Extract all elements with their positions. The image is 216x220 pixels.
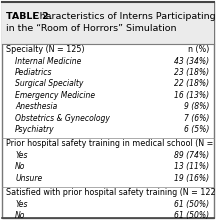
Text: No: No: [15, 211, 25, 220]
Text: No: No: [15, 162, 25, 171]
Text: Emergency Medicine: Emergency Medicine: [15, 91, 95, 100]
Text: Psychiatry: Psychiatry: [15, 125, 55, 134]
Text: 61 (50%): 61 (50%): [174, 211, 210, 220]
Text: Pediatrics: Pediatrics: [15, 68, 53, 77]
Text: 43 (34%): 43 (34%): [174, 57, 210, 66]
Text: 7 (6%): 7 (6%): [184, 114, 210, 123]
Text: Yes: Yes: [15, 200, 28, 209]
Bar: [2, 2, 214, 44]
Text: Satisfied with prior hospital safety training (N = 122): Satisfied with prior hospital safety tra…: [6, 188, 216, 197]
Text: TABLE 2.: TABLE 2.: [6, 12, 53, 21]
Text: 6 (5%): 6 (5%): [184, 125, 210, 134]
Text: 16 (13%): 16 (13%): [174, 91, 210, 100]
Text: 22 (18%): 22 (18%): [174, 79, 210, 88]
Text: 23 (18%): 23 (18%): [174, 68, 210, 77]
Text: Prior hospital safety training in medical school (N = 121): Prior hospital safety training in medica…: [6, 139, 216, 148]
Text: Obstetrics & Gynecology: Obstetrics & Gynecology: [15, 114, 110, 123]
Text: in the “Room of Horrors” Simulation: in the “Room of Horrors” Simulation: [6, 24, 177, 33]
Text: Unsure: Unsure: [15, 174, 42, 183]
Text: Internal Medicine: Internal Medicine: [15, 57, 81, 66]
Text: Specialty (N = 125): Specialty (N = 125): [6, 45, 85, 54]
Text: 13 (11%): 13 (11%): [174, 162, 210, 171]
Text: Yes: Yes: [15, 151, 28, 160]
Text: 19 (16%): 19 (16%): [174, 174, 210, 183]
Text: n (%): n (%): [188, 45, 210, 54]
Text: Surgical Specialty: Surgical Specialty: [15, 79, 84, 88]
Text: Characteristics of Interns Participating: Characteristics of Interns Participating: [33, 12, 216, 21]
Text: 61 (50%): 61 (50%): [174, 200, 210, 209]
Text: 9 (8%): 9 (8%): [184, 102, 210, 111]
Text: 89 (74%): 89 (74%): [174, 151, 210, 160]
Text: Anesthesia: Anesthesia: [15, 102, 57, 111]
